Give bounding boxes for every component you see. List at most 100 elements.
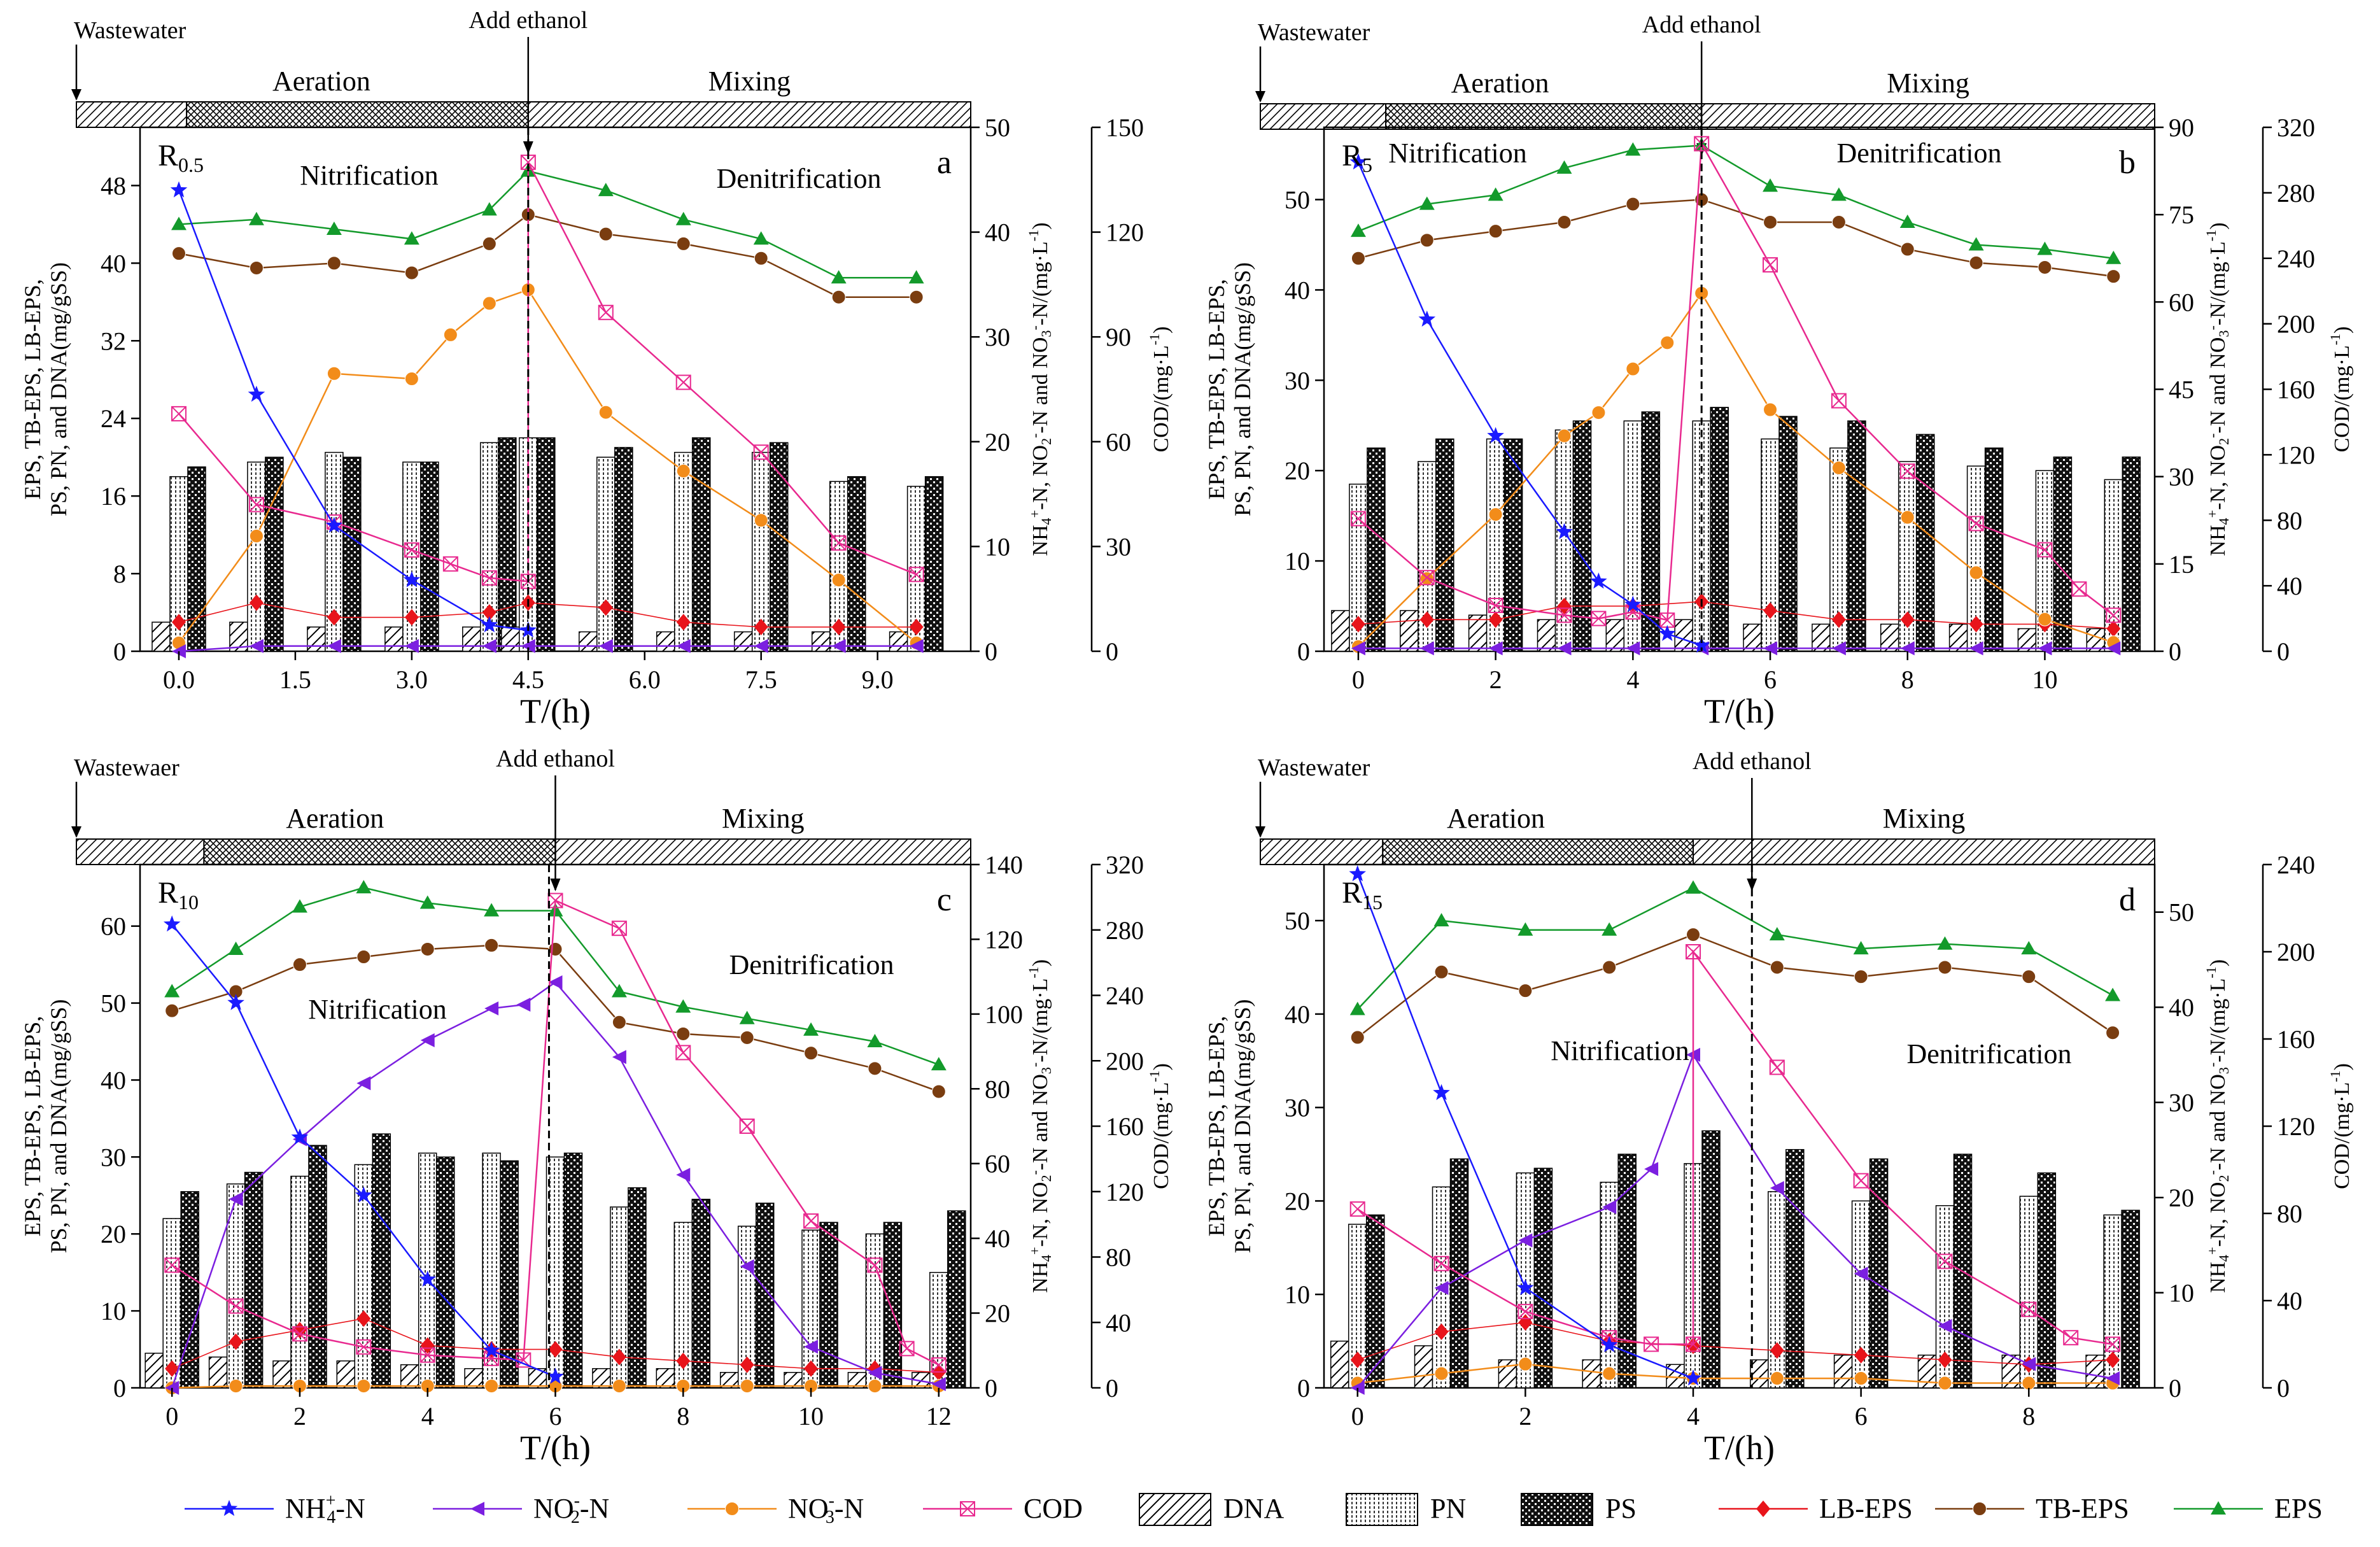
add-ethanol-arrow-head [550,879,561,891]
y-right-tick-label: 40 [1106,1308,1131,1337]
no2-n-point [1602,1200,1617,1215]
y-mid-tick-label: 0 [2169,1374,2181,1402]
lb-eps-point [740,1356,754,1373]
nh4-n-point [163,915,181,932]
add-ethanol-label: Add ethanol [1642,11,1761,38]
legend-label: PS [1605,1493,1637,1524]
dna-bar [1330,1340,1349,1388]
dna-bar [1674,619,1693,652]
ml-sub2: 2 [1038,1175,1054,1182]
tb-eps-line [1358,199,2114,278]
dna-bar [656,631,675,652]
cod-point [248,497,264,512]
tb-eps-point [1602,960,1617,975]
no2-n-point [521,639,535,653]
legend-sup: + [326,1491,336,1511]
cod-point [1831,393,1847,409]
ps-bar [2037,1172,2057,1388]
dna-bar [1750,1359,1769,1388]
tb-eps-point [1350,1030,1365,1045]
marker-x [1686,944,1701,959]
tb-eps-point [754,251,768,265]
nh4-n-point [355,1186,372,1203]
nh4-n-point [170,181,188,198]
nh4-n-series [1349,153,1710,653]
y-mid-tick-label: 20 [2169,1183,2194,1212]
ps-bar [1785,1148,1805,1388]
ps-bar [1984,447,2004,652]
tb-eps-point [740,1030,754,1045]
lb-eps-point [482,604,496,621]
marker-x [521,155,536,170]
y-right-tick-label: 320 [2277,113,2315,142]
no3-n-point [1969,565,1983,580]
x-tick-label: 8 [677,1402,689,1430]
no2-n-point [327,639,341,653]
marker-box [1686,1336,1701,1352]
y-right-tick-label: 0 [2277,1374,2290,1402]
legend-tail: -N [335,1493,365,1524]
ml-sub4: 4 [2216,1255,2232,1262]
cod-point [419,1347,435,1363]
dna-bar [656,1368,675,1388]
marker-x [2021,1301,2036,1317]
ml-nh: NH [1029,1262,1052,1293]
ml-no3: -N and NO [2206,337,2230,434]
tb-eps-point [548,942,563,956]
x-tick-label: 8 [2022,1402,2035,1430]
no2-n-line [171,981,940,1388]
cod-point [404,542,419,558]
marker-box [2105,1336,2121,1352]
cod-point [2105,1336,2121,1352]
no2-n-point [931,1377,946,1392]
tb-eps-point [356,950,371,964]
y-mid-tick-label: 40 [985,218,1010,247]
no3-n-point [1900,510,1915,525]
add-ethanol-label: Add ethanol [496,745,615,772]
eps-point [2021,941,2037,955]
legend-item-nh4: NH+ 4-N [185,1491,365,1527]
no2-n-point [1518,1233,1533,1248]
eps-point [228,941,244,955]
nh4-n-point [248,385,265,402]
dna-bar [1605,619,1625,652]
y-right-tick-label: 240 [1106,982,1144,1010]
no2-n-point [1488,641,1503,656]
marker-box [675,1045,691,1061]
y-right-tick-label: 30 [1106,532,1131,561]
panel-letter: b [2119,145,2136,181]
no3-n-point [2022,1376,2036,1390]
marker-x [1419,570,1435,585]
ps-bar [372,1133,391,1388]
pn-bar [290,1175,309,1388]
y-left-tick-label: 24 [101,404,126,433]
tb-eps-point [1969,255,1983,270]
ps-bar [924,476,944,652]
tb-eps-point [1518,984,1533,998]
y-right-tick-label: 280 [1106,916,1144,945]
ml-unit: -N/(mg·L [1029,978,1052,1063]
tb-eps-point [482,236,496,251]
phase-aeration-band [1385,103,1703,130]
dna-bar [384,626,404,652]
eps-point [1350,223,1366,237]
cod-point [908,567,924,583]
ps-bar [947,1210,966,1388]
ml-nh: NH [1029,525,1052,556]
phase-mixing-band [527,101,971,128]
eps-point [2037,241,2053,255]
pn-bar [226,1183,246,1388]
marker-box [547,893,563,908]
tb-eps-point [327,256,341,271]
marker-box [931,1357,947,1373]
x-axis-label: T/(h) [520,1429,591,1467]
rl-cod: COD/(mg·L [2330,1082,2354,1189]
y-left-tick-label: 48 [101,171,126,200]
tb-eps-point [1763,215,1778,229]
eps-point [1769,927,1785,941]
eps-point [831,270,847,284]
wastewater-label: Wastewater [1258,754,1370,781]
marker-box [899,1341,915,1357]
tb-eps-point [171,246,186,261]
ml-sup4: -1 [2203,230,2219,241]
